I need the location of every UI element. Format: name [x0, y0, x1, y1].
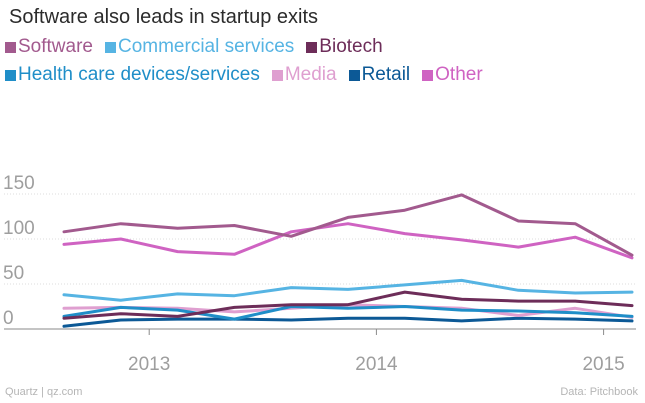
legend-label-biotech: Biotech	[319, 36, 383, 57]
series-line-biotech	[62, 290, 634, 320]
footer-credit: Quartz | qz.com	[5, 386, 83, 398]
legend-item-other: Other	[422, 64, 483, 86]
legend-label-health-care: Health care devices/services	[18, 64, 260, 85]
y-tick-label-50: 50	[3, 263, 24, 284]
legend-label-media: Media	[284, 64, 337, 85]
y-tick-label-150: 150	[3, 173, 35, 194]
series-line-other	[62, 222, 634, 260]
series-line-software	[62, 193, 634, 257]
legend-label-software: Software	[18, 36, 93, 57]
x-tick-label-2014: 2014	[355, 354, 398, 375]
legend-item-health-care: Health care devices/services	[5, 64, 260, 86]
series-line-commercial-services	[62, 278, 634, 302]
y-tick-label-100: 100	[3, 218, 35, 239]
legend-item-retail: Retail	[348, 64, 411, 86]
legend-swatch-biotech	[306, 41, 318, 53]
chart-title: Software also leads in startup exits	[9, 6, 319, 28]
legend-label-retail: Retail	[361, 64, 411, 85]
legend-swatch-health-care	[5, 69, 16, 81]
series-line-health-care-devices-services	[62, 305, 634, 321]
series-line-retail	[62, 316, 634, 328]
legend-label-commercial-services: Commercial services	[117, 36, 295, 57]
legend-row-1: Software Commercial services Biotech	[5, 36, 395, 58]
legend-item-media: Media	[271, 64, 337, 86]
legend-swatch-other	[422, 69, 434, 81]
x-tick-label-2013: 2013	[128, 354, 170, 375]
y-tick-label-0: 0	[3, 308, 14, 329]
legend-row-2: Health care devices/services Media Retai…	[5, 64, 495, 86]
legend-item-biotech: Biotech	[306, 36, 383, 58]
legend-swatch-media	[271, 69, 283, 81]
legend-item-commercial-services: Commercial services	[104, 36, 295, 58]
x-tick-label-2015: 2015	[582, 354, 624, 375]
legend-label-other: Other	[435, 64, 483, 85]
legend-item-software: Software	[5, 36, 93, 58]
footer-source: Data: Pitchbook	[560, 386, 638, 398]
legend-swatch-retail	[348, 69, 360, 81]
legend-swatch-software	[5, 41, 16, 53]
legend-swatch-commercial-services	[104, 41, 116, 53]
